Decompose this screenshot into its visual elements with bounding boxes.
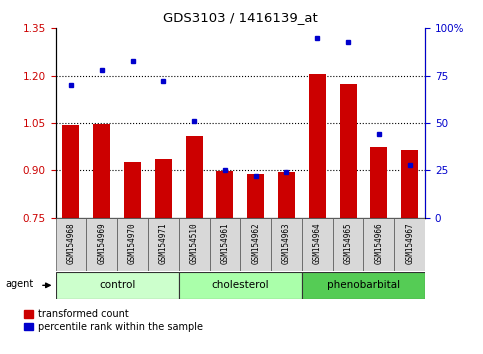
Bar xyxy=(86,218,117,271)
Bar xyxy=(302,218,333,271)
Bar xyxy=(302,272,425,299)
Bar xyxy=(185,136,202,218)
Text: cholesterol: cholesterol xyxy=(212,280,269,290)
Text: GSM154971: GSM154971 xyxy=(159,223,168,264)
Text: GSM154963: GSM154963 xyxy=(282,223,291,264)
Text: GSM154968: GSM154968 xyxy=(67,223,75,264)
Text: GSM154969: GSM154969 xyxy=(97,223,106,264)
Text: phenobarbital: phenobarbital xyxy=(327,280,400,290)
Bar xyxy=(148,218,179,271)
Bar xyxy=(370,147,387,218)
Bar xyxy=(247,174,264,218)
Bar xyxy=(401,150,418,218)
Text: GSM154967: GSM154967 xyxy=(405,223,414,264)
Text: GSM154961: GSM154961 xyxy=(220,223,229,264)
Bar xyxy=(117,218,148,271)
Bar xyxy=(364,218,394,271)
Bar xyxy=(271,218,302,271)
Text: GSM154510: GSM154510 xyxy=(190,223,199,264)
Bar xyxy=(333,218,364,271)
Text: GSM154970: GSM154970 xyxy=(128,223,137,264)
Bar xyxy=(124,162,141,218)
Bar xyxy=(179,272,302,299)
Bar xyxy=(62,125,79,218)
Legend: transformed count, percentile rank within the sample: transformed count, percentile rank withi… xyxy=(24,309,203,332)
Text: GSM154965: GSM154965 xyxy=(343,223,353,264)
Bar xyxy=(240,218,271,271)
Text: GSM154962: GSM154962 xyxy=(251,223,260,264)
Bar xyxy=(155,159,172,218)
Bar xyxy=(309,74,326,218)
Bar xyxy=(93,124,110,218)
Text: GSM154964: GSM154964 xyxy=(313,223,322,264)
Bar xyxy=(394,218,425,271)
Bar xyxy=(56,272,179,299)
Bar xyxy=(56,218,86,271)
Title: GDS3103 / 1416139_at: GDS3103 / 1416139_at xyxy=(163,11,318,24)
Text: GSM154966: GSM154966 xyxy=(374,223,384,264)
Bar xyxy=(216,171,233,218)
Bar xyxy=(278,172,295,218)
Text: agent: agent xyxy=(6,279,34,289)
Text: control: control xyxy=(99,280,135,290)
Bar xyxy=(340,84,356,218)
Bar xyxy=(179,218,210,271)
Bar xyxy=(210,218,240,271)
